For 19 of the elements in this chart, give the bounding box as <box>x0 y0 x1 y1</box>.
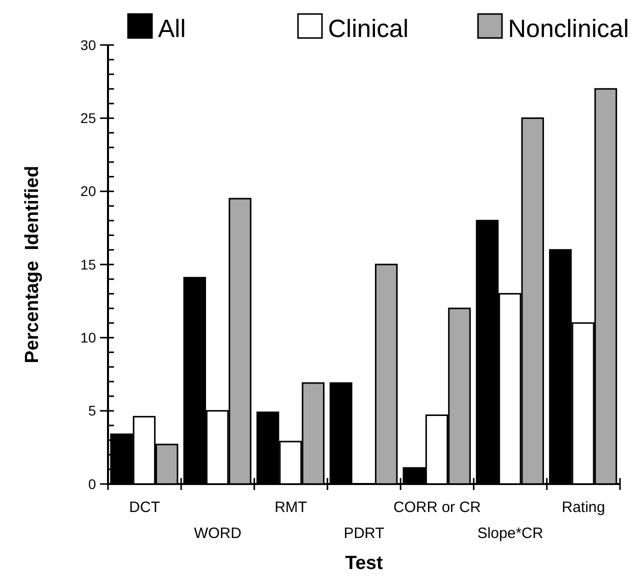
legend-label: Nonclinical <box>508 15 629 43</box>
y-tick-label: 30 <box>80 36 96 53</box>
x-tick-label: WORD <box>194 525 242 542</box>
x-tick-label: Slope*CR <box>477 525 544 542</box>
y-tick-label: 15 <box>80 256 96 272</box>
legend-label: All <box>158 15 186 43</box>
y-tick-label: 20 <box>80 183 96 200</box>
x-tick-label: PDRT <box>344 525 384 542</box>
x-axis-title: Test <box>345 553 384 574</box>
x-tick-label: RMT <box>274 499 308 516</box>
y-tick-label: 5 <box>88 402 96 419</box>
x-tick-label: Rating <box>562 499 606 516</box>
y-tick-label: 0 <box>88 476 96 492</box>
y-tick-label: 25 <box>80 110 96 126</box>
legend-label: Clinical <box>328 15 409 43</box>
y-axis-title: Percentage Identified <box>22 166 43 364</box>
x-tick-label: CORR or CR <box>393 499 482 516</box>
x-tick-label: DCT <box>129 499 160 516</box>
y-tick-label: 10 <box>80 330 96 346</box>
